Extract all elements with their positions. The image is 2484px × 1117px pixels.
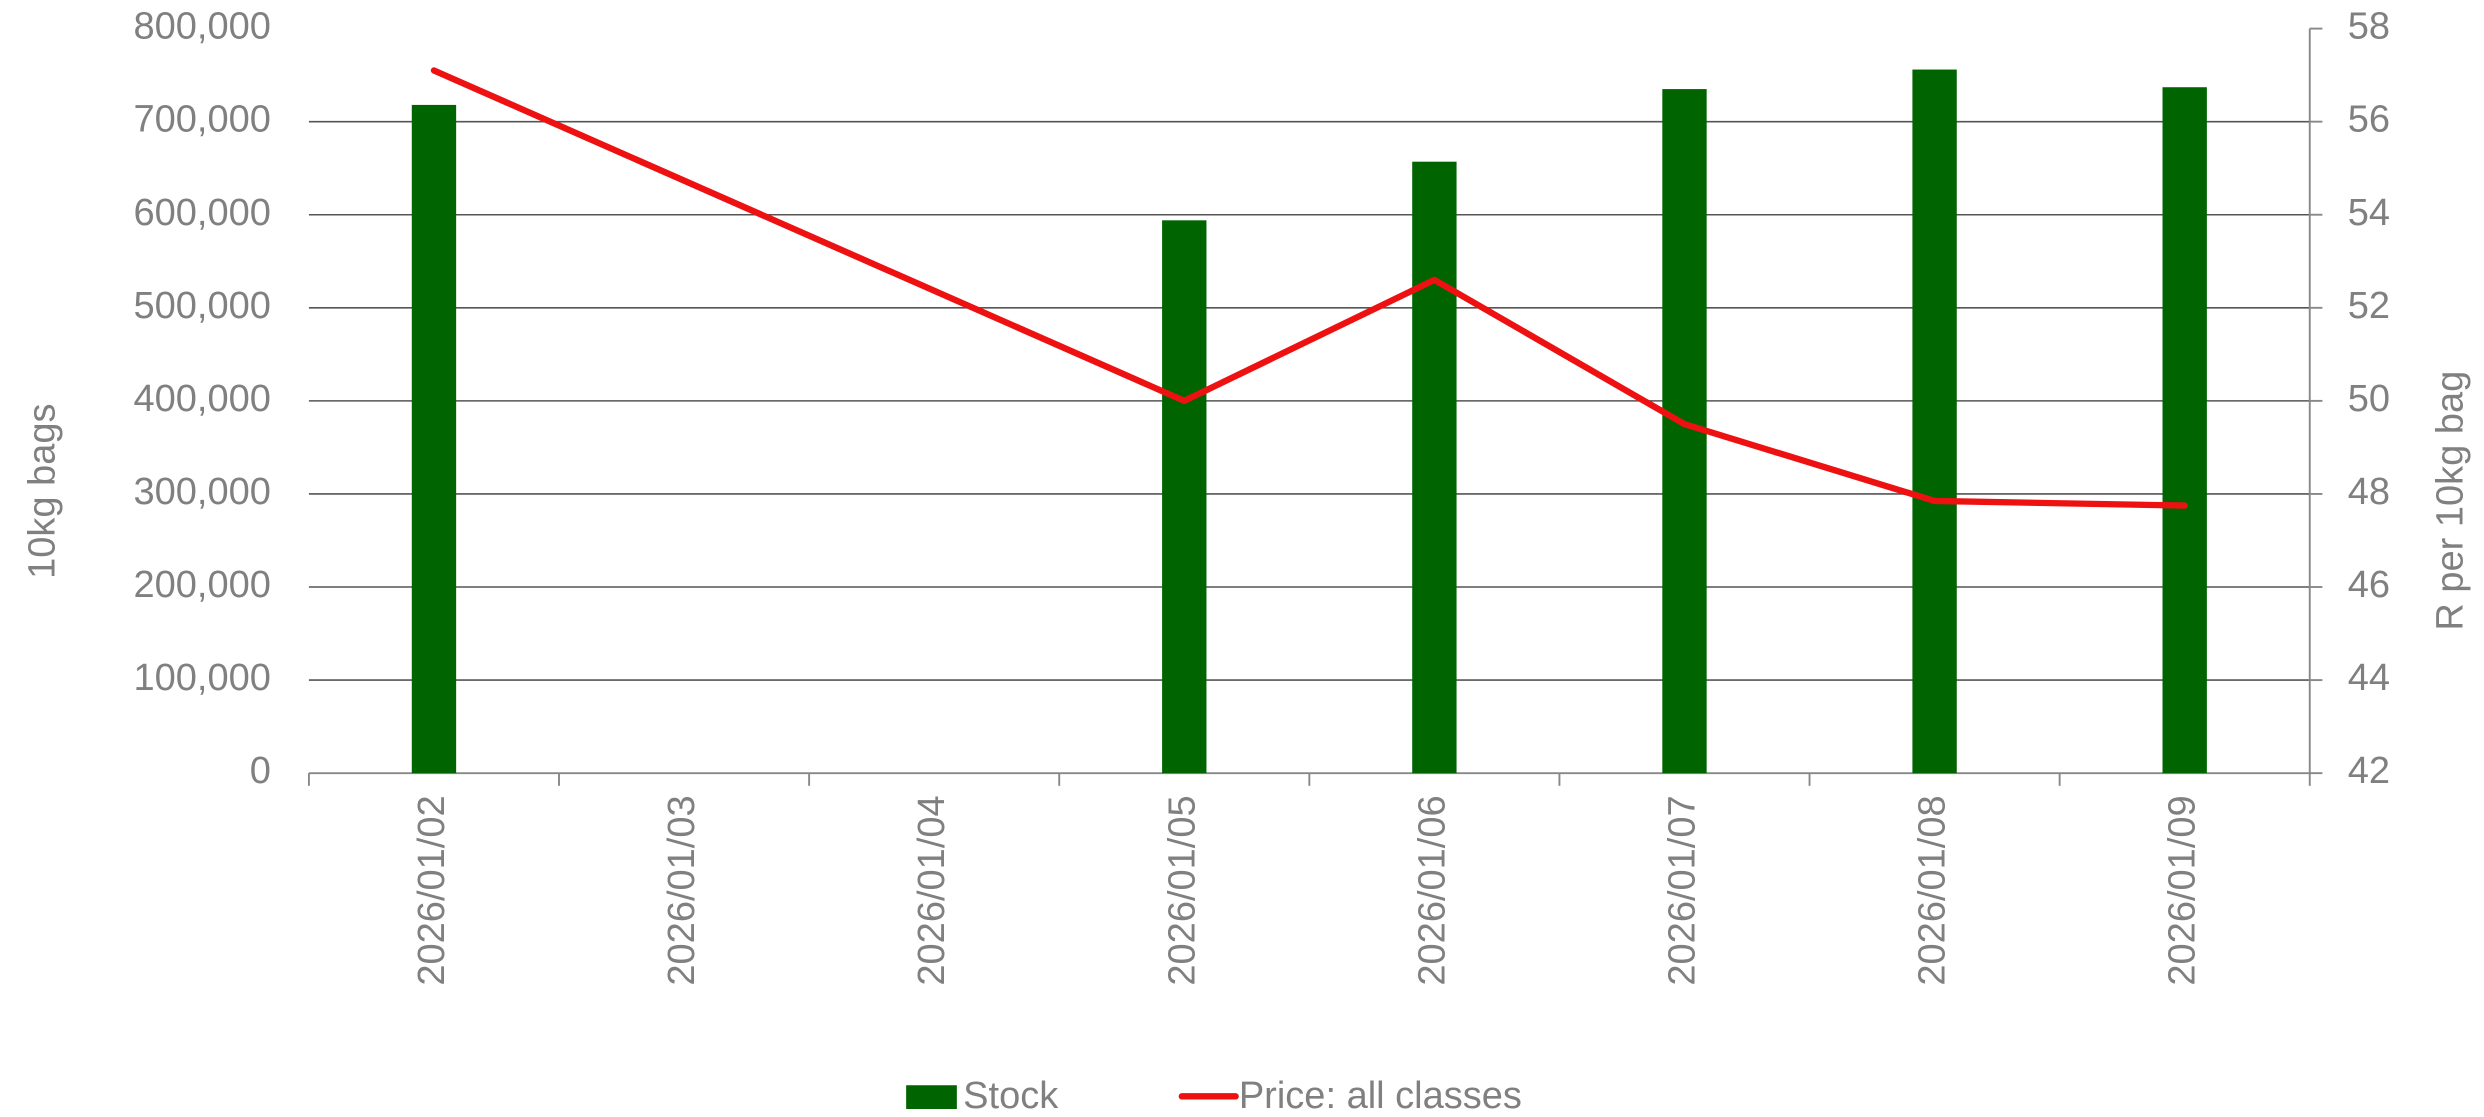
bar [1912,69,1957,774]
bar [1162,220,1207,774]
bar [411,104,457,774]
x-tick-label: 2026/01/08 [1912,795,1954,985]
y2-axis-label: R per 10kg bag [2429,371,2471,631]
x-tick-label: 2026/01/02 [411,795,453,985]
y2-tick-label: 48 [2348,471,2390,513]
y2-tick-label: 52 [2348,285,2390,327]
y-tick-label: 600,000 [133,192,270,234]
bar [2162,87,2207,774]
legend-label: Stock [963,1075,1059,1117]
y-tick-label: 300,000 [133,471,270,513]
y-tick-label: 500,000 [133,285,270,327]
legend-label: Price: all classes [1239,1075,1522,1117]
x-tick-label: 2026/01/04 [911,795,953,985]
y-tick-label: 800,000 [133,6,270,48]
bar [1412,161,1457,774]
y2-tick-label: 46 [2348,564,2390,606]
price-line [430,67,2188,509]
y-axis-label: 10kg bags [21,403,63,578]
y-tick-label: 400,000 [133,378,270,420]
y-tick-label: 200,000 [133,564,270,606]
x-tick-label: 2026/01/07 [1662,795,1704,985]
y2-tick-label: 42 [2348,750,2390,792]
y2-tick-label: 58 [2348,6,2390,48]
y2-tick-label: 44 [2348,657,2390,699]
y-tick-label: 0 [250,750,271,792]
x-tick-label: 2026/01/09 [2162,795,2204,985]
x-tick-label: 2026/01/06 [1411,795,1453,985]
y-tick-label: 700,000 [133,99,270,141]
y2-tick-label: 56 [2348,99,2390,141]
x-tick-label: 2026/01/03 [661,795,703,985]
y2-tick-label: 54 [2348,192,2390,234]
y-tick-label: 100,000 [133,657,270,699]
y2-tick-label: 50 [2348,378,2390,420]
x-tick-label: 2026/01/05 [1161,795,1203,985]
legend-swatch [906,1085,957,1110]
